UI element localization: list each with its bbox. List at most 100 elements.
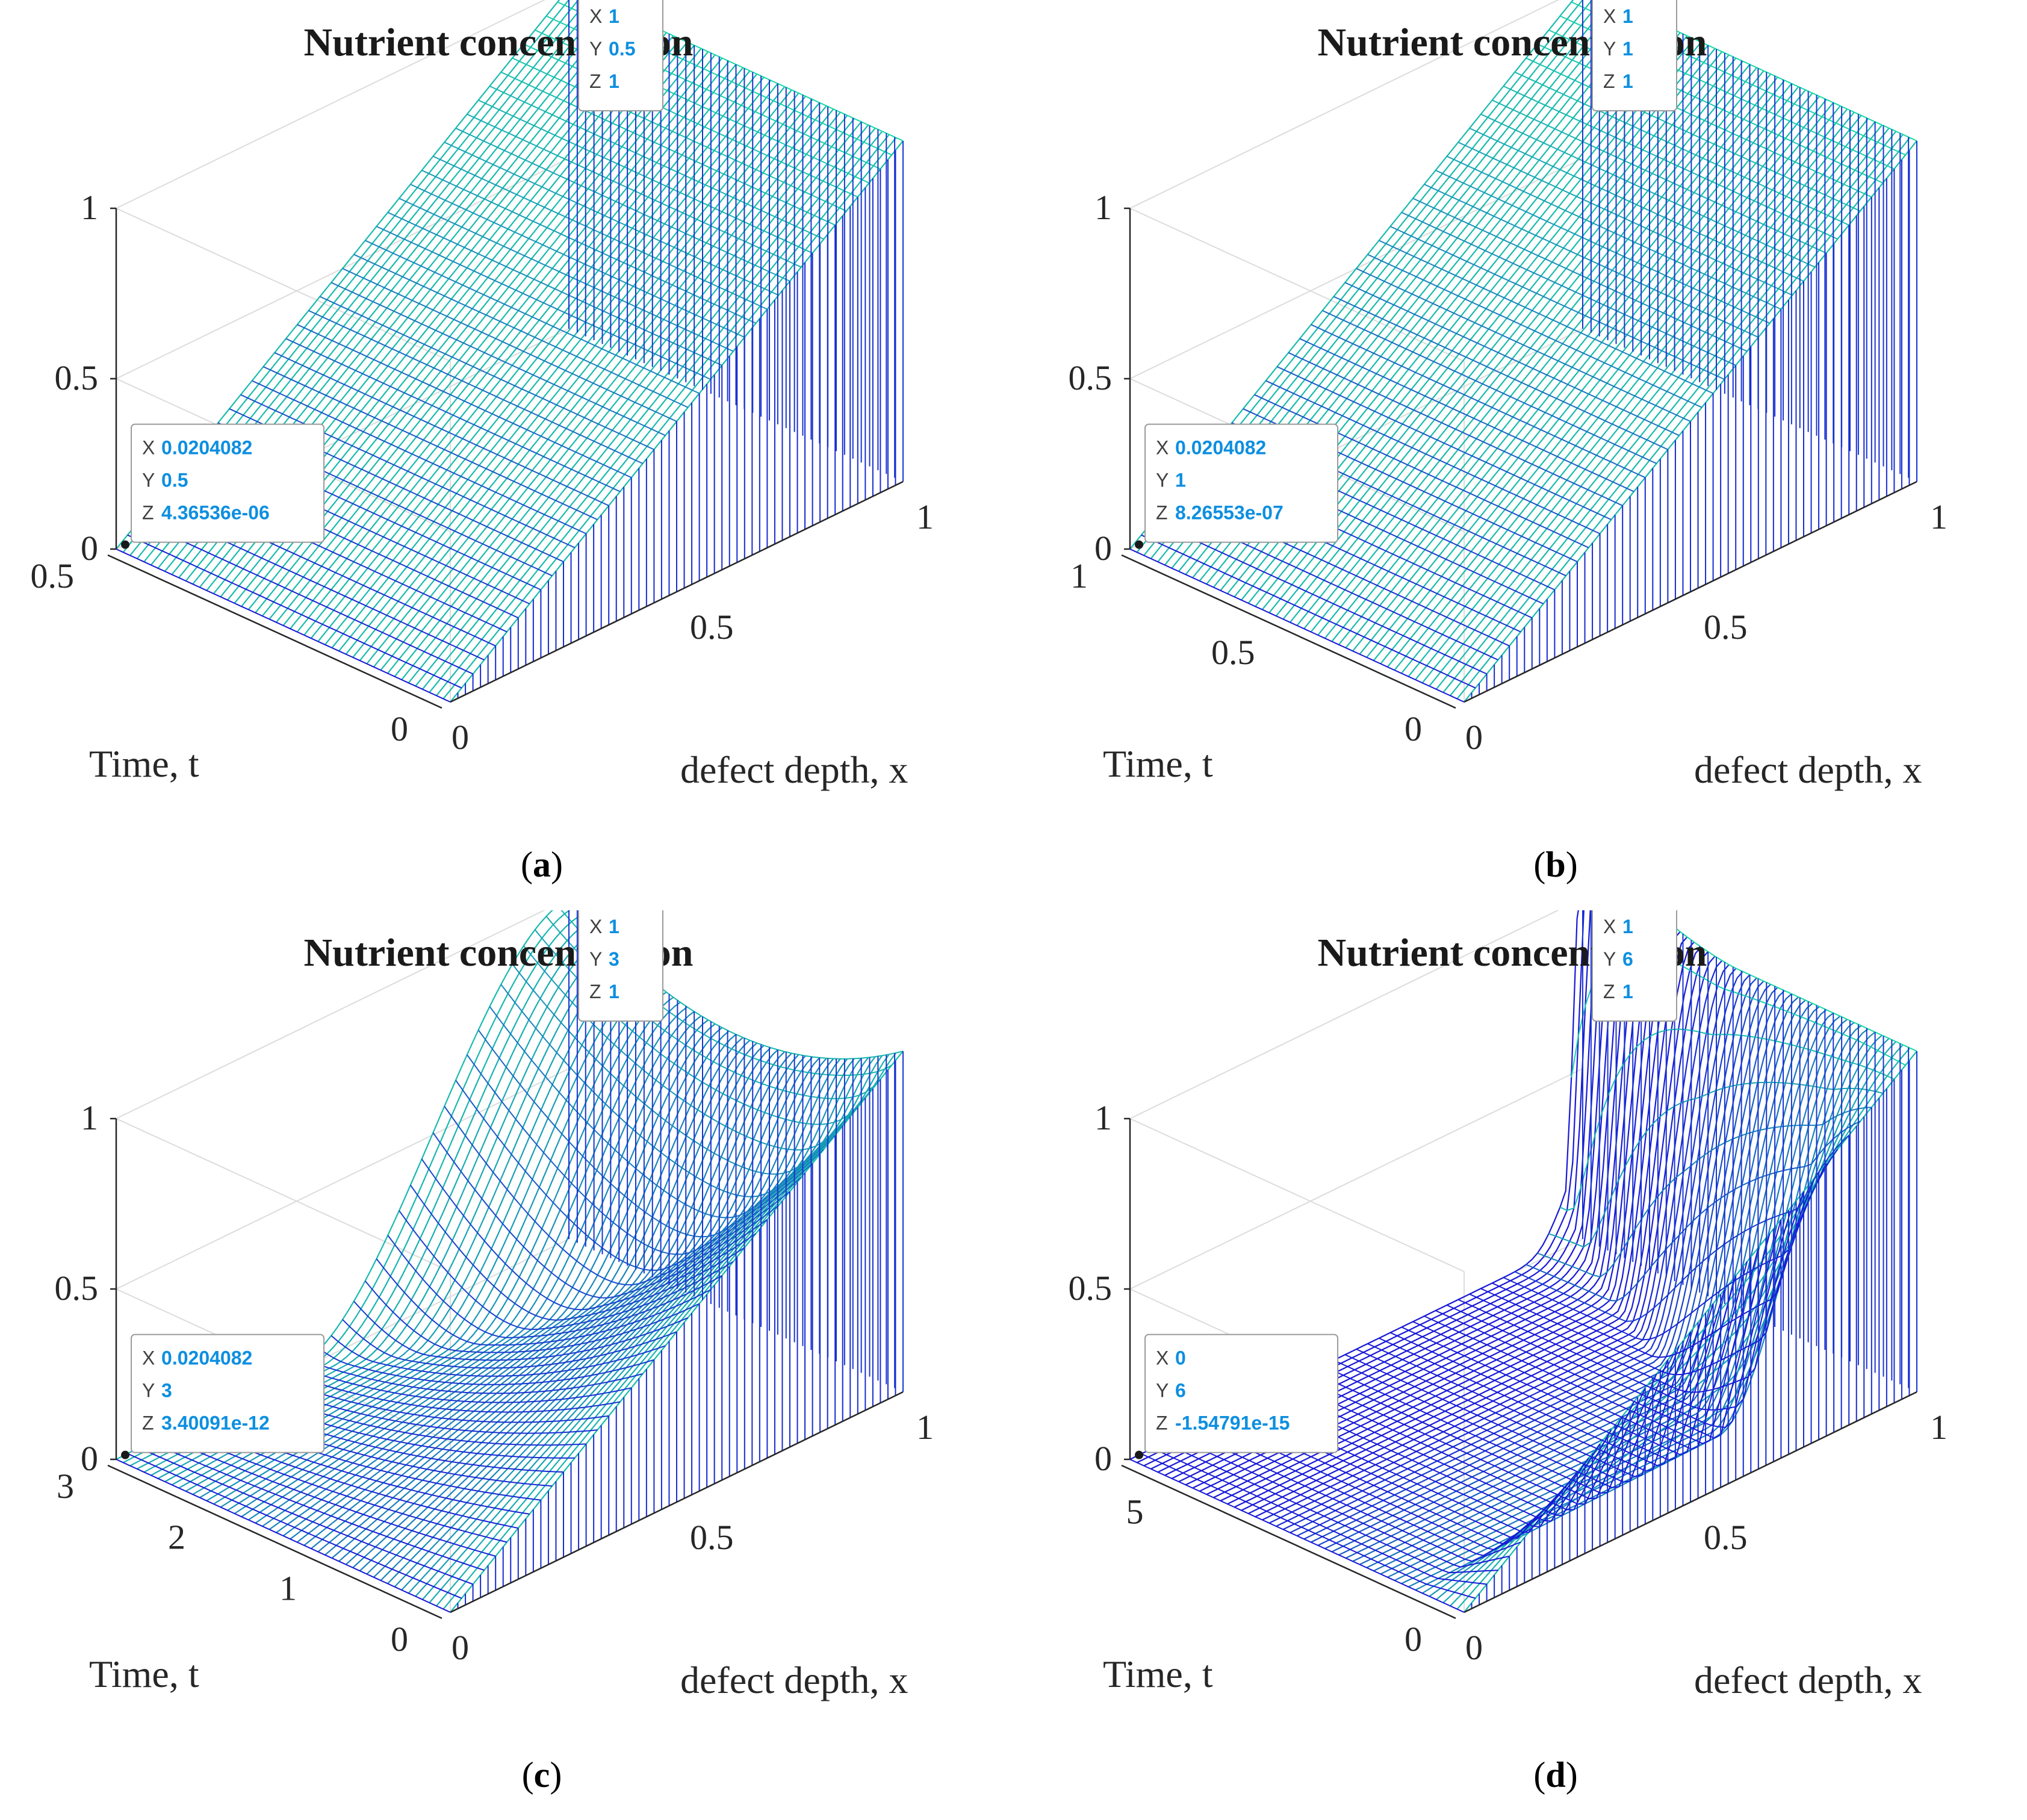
caption-letter: b xyxy=(1545,845,1565,884)
t-axis-label: Time, t xyxy=(1103,742,1213,785)
panel-caption: (b) xyxy=(1533,845,1577,884)
mesh-line-x xyxy=(1469,128,1804,282)
mesh-line-x xyxy=(1333,296,1668,450)
datatip[interactable]: X 0.0204082 Y 0.5 Z 4.36536e-06 xyxy=(121,423,325,549)
t-tick-label: 5 xyxy=(1126,1492,1144,1531)
x-tick-label: 1 xyxy=(916,1408,934,1447)
datatip-marker[interactable] xyxy=(121,540,130,549)
x-tick-label: 0.5 xyxy=(1704,1518,1748,1557)
surface-mesh[interactable] xyxy=(116,0,904,703)
t-tick-label: 0.5 xyxy=(31,556,75,595)
mesh-line-x xyxy=(353,1300,689,1361)
mesh-line-x xyxy=(409,1184,745,1321)
mesh-line-x xyxy=(342,1319,677,1369)
datatip-box xyxy=(578,0,663,111)
datatip[interactable]: X 1Y 3Z 1 xyxy=(565,910,663,1022)
mesh-line-x xyxy=(376,1258,711,1346)
mesh-line-x xyxy=(387,211,722,366)
mesh-line-x xyxy=(1152,520,1488,675)
x-tick-label: 1 xyxy=(1930,1408,1948,1447)
datatip-value: 0.0204082 xyxy=(1175,437,1266,459)
t-axis-line xyxy=(1121,1464,1456,1620)
axes-box-line xyxy=(1129,0,1560,209)
z-tick-label: 0.5 xyxy=(55,358,99,397)
mesh-line-x xyxy=(1469,1191,1804,1393)
datatip-value: 1 xyxy=(609,916,619,937)
x-tick-label: 1 xyxy=(1930,497,1948,536)
panel-caption: (a) xyxy=(521,845,563,884)
z-tick-label: 0.5 xyxy=(1069,1269,1113,1308)
mesh-line-x xyxy=(285,1372,621,1413)
datatip-marker[interactable] xyxy=(1135,540,1144,549)
datatip-box xyxy=(1144,1334,1339,1453)
caption-letter: a xyxy=(533,845,551,884)
datatip[interactable]: X 1Y 1Z 1 xyxy=(1578,0,1677,111)
mesh-line-x xyxy=(297,324,632,479)
datatip-key: Z xyxy=(142,1412,154,1434)
datatip-value: 1 xyxy=(609,70,619,92)
surface-mesh[interactable] xyxy=(116,910,904,1613)
panel-a: 0 0.5 1 0 0.5 0 0.5 1 Nutrient concentration defe… xyxy=(0,0,1013,910)
datatip[interactable]: X 1Y 0.5Z 1 xyxy=(565,0,663,111)
surface-mesh[interactable] xyxy=(1129,0,1917,703)
z-tick-label: 0 xyxy=(1094,1439,1112,1478)
mesh-line-x xyxy=(1503,85,1838,240)
datatip-box xyxy=(1592,0,1677,111)
mesh-line-x xyxy=(1457,1205,1793,1411)
datatip-marker[interactable] xyxy=(121,1450,130,1459)
mesh-line-x xyxy=(421,1158,757,1311)
mesh-line-x xyxy=(150,1441,485,1571)
mesh-line-x xyxy=(1333,1359,1669,1489)
mesh-line-x xyxy=(1401,211,1736,366)
mesh-line-x xyxy=(1322,309,1657,464)
mesh-line-x xyxy=(477,1030,813,1238)
mesh-line-x xyxy=(1492,99,1827,254)
surface-mesh[interactable] xyxy=(1129,910,1917,1613)
mesh-line-x xyxy=(1537,1107,1872,1278)
t-tick-label: 0 xyxy=(1405,709,1422,748)
axes-box-line xyxy=(116,1118,451,1272)
panel-c: 0 0.5 1 0 1 2 3 0 0.5 1 Nutrient concentration defe… xyxy=(0,910,1013,1820)
x-axis-label: defect depth, x xyxy=(680,1659,908,1701)
datatip-marker[interactable] xyxy=(1135,1450,1144,1459)
datatip-value: 1 xyxy=(1175,470,1186,491)
datatip-key: Y xyxy=(1603,948,1616,970)
datatip[interactable]: X 0Y 6Z -1.54791e-15 xyxy=(1135,1334,1339,1459)
x-tick-label: 0 xyxy=(1465,1628,1483,1667)
t-axis-line xyxy=(1121,554,1456,709)
mesh-line-x xyxy=(342,268,677,422)
mesh-line-x xyxy=(116,548,451,703)
x-axis-label: defect depth, x xyxy=(1694,748,1922,791)
datatip[interactable]: X 0.0204082 Y 3Z 3.40091e-12 xyxy=(121,1334,325,1459)
datatip-key: X xyxy=(589,5,602,27)
mesh-line-x xyxy=(127,534,462,689)
mesh-line-x xyxy=(500,984,836,1197)
mesh-line-x xyxy=(466,1054,802,1255)
mesh-line-x xyxy=(1412,197,1748,352)
x-axis-line xyxy=(450,1391,904,1613)
mesh-line-x xyxy=(1129,1459,1465,1613)
datatip-value: 0.5 xyxy=(161,470,188,491)
datatip-value: 6 xyxy=(1175,1380,1186,1402)
datatip-box xyxy=(131,1334,325,1453)
axes-box-line xyxy=(116,910,546,1119)
datatip-key: Z xyxy=(1603,981,1615,1002)
mesh-line-x xyxy=(1152,1447,1487,1585)
mesh-line-x xyxy=(1367,1317,1703,1472)
datatip-value: 0.0204082 xyxy=(161,437,252,459)
mesh-line-x xyxy=(116,1459,451,1613)
t-axis-line xyxy=(107,1464,442,1620)
mesh-line-x xyxy=(161,1435,496,1557)
datatip[interactable]: X 0.0204082 Y 1Z 8.26553e-07 xyxy=(1135,423,1339,549)
datatip-key: Y xyxy=(1156,470,1169,491)
axes-box-line xyxy=(116,208,451,362)
mesh-line-x xyxy=(127,1453,462,1599)
datatip-value: 0.0204082 xyxy=(161,1347,252,1369)
mesh-line-x xyxy=(1514,71,1849,226)
datatip[interactable]: X 1Y 6Z 1 xyxy=(1578,910,1677,1022)
caption-paren: ( xyxy=(521,845,533,884)
